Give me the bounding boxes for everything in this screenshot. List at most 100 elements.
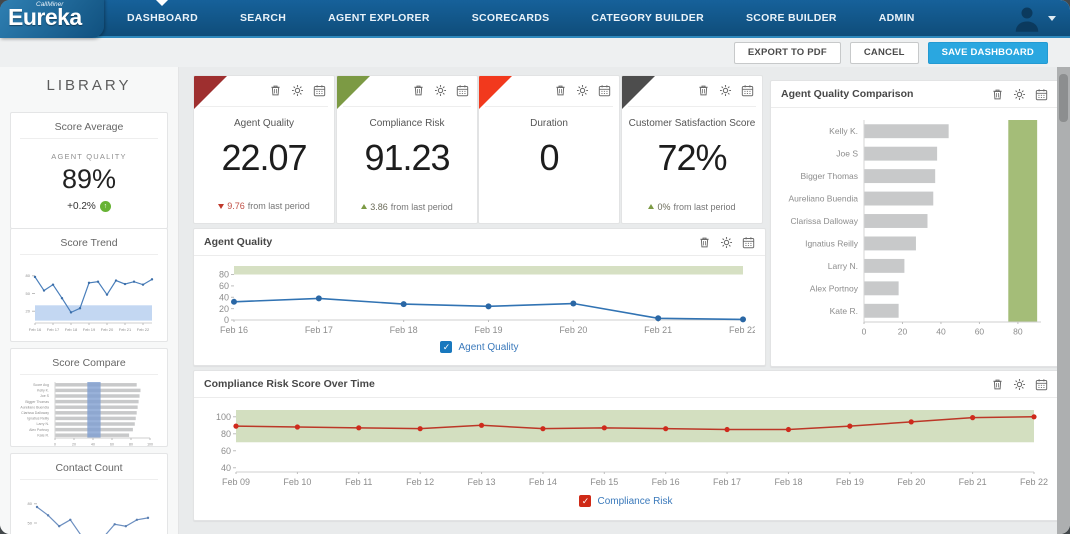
nav-item-dashboard[interactable]: DASHBOARD — [106, 0, 219, 36]
gear-icon[interactable] — [719, 84, 732, 97]
svg-text:Feb 12: Feb 12 — [406, 477, 434, 487]
score-average-change: +0.2% — [67, 201, 96, 212]
calendar-icon[interactable] — [742, 236, 755, 249]
gear-icon[interactable] — [291, 84, 304, 97]
kpi-card-duration[interactable]: Duration 0 — [478, 75, 620, 224]
widget-controls — [698, 236, 755, 249]
export-pdf-button[interactable]: EXPORT TO PDF — [733, 41, 841, 64]
svg-text:80: 80 — [129, 443, 133, 447]
kpi-card-agent-quality[interactable]: Agent Quality 22.07 9.76 from last perio… — [193, 75, 335, 224]
kpi-title: Duration — [530, 118, 568, 129]
vertical-scrollbar[interactable] — [1057, 67, 1070, 534]
kpi-card-customer-satisfaction[interactable]: Customer Satisfaction Score 72% 0% from … — [621, 75, 763, 224]
cancel-button[interactable]: CANCEL — [849, 41, 919, 64]
user-avatar[interactable] — [1012, 3, 1056, 33]
calendar-icon[interactable] — [741, 84, 754, 97]
svg-text:Feb 22: Feb 22 — [729, 325, 755, 335]
calendar-icon[interactable] — [598, 84, 611, 97]
svg-text:80: 80 — [27, 501, 32, 506]
calendar-icon[interactable] — [456, 84, 469, 97]
nav-menu: DASHBOARD SEARCH AGENT EXPLORER SCORECAR… — [106, 0, 936, 36]
svg-text:0: 0 — [862, 327, 867, 337]
svg-text:80: 80 — [221, 429, 231, 439]
kpi-change: 0% from last period — [622, 201, 762, 212]
svg-text:Feb 14: Feb 14 — [529, 477, 557, 487]
library-card-score-compare[interactable]: Score Compare Score Avg Kelly K. Joe S Bigg… — [10, 348, 168, 447]
svg-text:Larry N.: Larry N. — [828, 261, 858, 271]
svg-text:100: 100 — [147, 443, 153, 447]
svg-text:Clarissa Dalloway: Clarissa Dalloway — [790, 216, 858, 226]
legend-checkbox-compliance-risk[interactable]: ✓ — [579, 495, 592, 507]
trash-icon[interactable] — [554, 84, 567, 97]
agent-quality-comparison-chart: Kelly K. Joe S Bigger Thomas Aureliano Buen… — [789, 120, 1041, 337]
calendar-icon[interactable] — [1035, 378, 1048, 391]
gear-icon[interactable] — [1013, 88, 1026, 101]
app-logo[interactable]: CallMiner Eureka — [0, 0, 104, 38]
svg-text:20: 20 — [25, 309, 30, 314]
card-title: Score Average — [20, 113, 158, 139]
svg-text:Feb 18: Feb 18 — [774, 477, 802, 487]
svg-text:Feb 17: Feb 17 — [713, 477, 741, 487]
trash-icon[interactable] — [991, 88, 1004, 101]
scrollbar-thumb[interactable] — [1059, 74, 1068, 122]
corner-flag — [194, 76, 227, 109]
svg-text:Ignatius Reilly: Ignatius Reilly — [27, 417, 49, 421]
up-arrow-icon — [648, 201, 655, 209]
action-bar: EXPORT TO PDF CANCEL SAVE DASHBOARD — [0, 38, 1070, 67]
trash-icon[interactable] — [697, 84, 710, 97]
svg-text:Feb 20: Feb 20 — [559, 325, 587, 335]
calendar-icon[interactable] — [1035, 88, 1048, 101]
nav-item-score-builder[interactable]: SCORE BUILDER — [745, 12, 837, 24]
svg-text:Kelly K.: Kelly K. — [829, 126, 858, 136]
svg-text:Feb 20: Feb 20 — [897, 477, 925, 487]
card-title: Score Trend — [20, 229, 158, 255]
svg-text:Bigger Thomas: Bigger Thomas — [801, 171, 858, 181]
calendar-icon[interactable] — [313, 84, 326, 97]
person-icon — [1015, 7, 1039, 32]
nav-item-scorecards[interactable]: SCORECARDS — [471, 12, 550, 24]
svg-text:Feb 17: Feb 17 — [305, 325, 333, 335]
svg-text:Clarissa Dalloway: Clarissa Dalloway — [21, 411, 49, 415]
svg-text:Feb 16: Feb 16 — [652, 477, 680, 487]
svg-text:40: 40 — [221, 463, 231, 473]
corner-flag — [479, 76, 512, 109]
svg-text:Feb 18: Feb 18 — [64, 327, 77, 332]
svg-text:Alex Portnoy: Alex Portnoy — [810, 283, 859, 293]
svg-text:Feb 15: Feb 15 — [590, 477, 618, 487]
svg-text:0: 0 — [54, 443, 56, 447]
trash-icon[interactable] — [991, 378, 1004, 391]
svg-text:Feb 21: Feb 21 — [644, 325, 672, 335]
gear-icon[interactable] — [1013, 378, 1026, 391]
trash-icon[interactable] — [269, 84, 282, 97]
trash-icon[interactable] — [698, 236, 711, 249]
nav-item-agent-explorer[interactable]: AGENT EXPLORER — [328, 12, 430, 24]
trash-icon[interactable] — [412, 84, 425, 97]
svg-text:80: 80 — [219, 270, 229, 280]
widget-controls — [554, 84, 611, 97]
kpi-title: Compliance Risk — [369, 118, 445, 129]
widget-controls — [991, 88, 1048, 101]
svg-text:50: 50 — [27, 520, 32, 525]
nav-item-search[interactable]: SEARCH — [239, 12, 287, 24]
library-card-score-average[interactable]: Score Average AGENT QUALITY 89% +0.2% ↑ — [10, 112, 168, 229]
legend-label: Compliance Risk — [597, 495, 673, 507]
svg-text:0: 0 — [224, 315, 229, 325]
gear-icon[interactable] — [576, 84, 589, 97]
save-dashboard-button[interactable]: SAVE DASHBOARD — [927, 41, 1048, 64]
svg-text:Score Avg: Score Avg — [33, 383, 49, 387]
svg-text:Aureliano Buendia: Aureliano Buendia — [789, 194, 859, 204]
score-average-value: 89% — [61, 164, 117, 194]
gear-icon[interactable] — [720, 236, 733, 249]
top-nav: CallMiner Eureka DASHBOARD SEARCH AGENT … — [0, 0, 1070, 38]
kpi-value: 91.23 — [364, 137, 450, 178]
nav-item-category-builder[interactable]: CATEGORY BUILDER — [591, 12, 704, 24]
library-card-score-trend[interactable]: Score Trend 20 50 80 Feb 16 Feb 17 Feb 18 Feb … — [10, 228, 168, 342]
kpi-card-compliance-risk[interactable]: Compliance Risk 91.23 3.86 from last per… — [336, 75, 478, 224]
nav-item-admin[interactable]: ADMIN — [878, 12, 915, 24]
svg-text:Kate R.: Kate R. — [830, 306, 858, 316]
gear-icon[interactable] — [434, 84, 447, 97]
metric-label: AGENT QUALITY — [51, 152, 127, 161]
legend-checkbox-agent-quality[interactable]: ✓ — [440, 341, 453, 353]
